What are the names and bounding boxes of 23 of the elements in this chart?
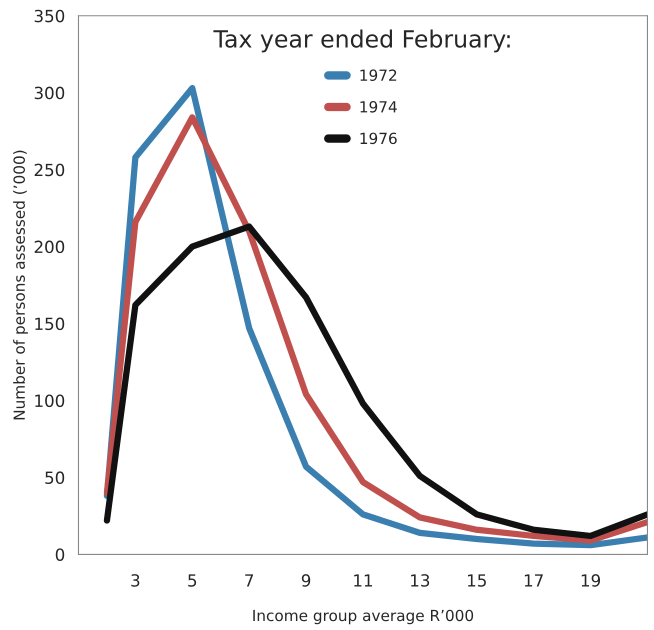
x-axis-title: Income group average R’000 (253, 610, 474, 624)
x-tick-label: 9 (302, 574, 310, 587)
legend-title: Tax year ended February: (213, 30, 510, 52)
x-tick-label: 5 (188, 574, 196, 587)
x-tick-label: 7 (245, 574, 254, 587)
x-tick-label: 13 (411, 574, 430, 587)
x-tick-label: 15 (468, 574, 486, 587)
y-tick-label: 50 (45, 471, 64, 484)
x-tick-label: 17 (524, 574, 543, 587)
x-tick-label: 19 (582, 574, 600, 587)
y-axis-title: Number of persons assessed (’000) (13, 150, 28, 420)
y-tick-label: 300 (34, 86, 64, 100)
y-tick-label: 0 (56, 548, 64, 561)
y-tick-label: 200 (34, 240, 64, 254)
y-tick-label: 250 (34, 164, 64, 176)
legend-label: 1976 (360, 132, 397, 144)
x-tick-label: 11 (354, 574, 372, 587)
y-tick-label: 150 (35, 318, 64, 330)
y-tick-label: 350 (34, 10, 64, 22)
legend-label: 1972 (360, 69, 396, 81)
y-tick-label: 100 (35, 394, 64, 408)
legend-label: 1974 (360, 101, 397, 113)
x-tick-label: 3 (131, 574, 140, 587)
